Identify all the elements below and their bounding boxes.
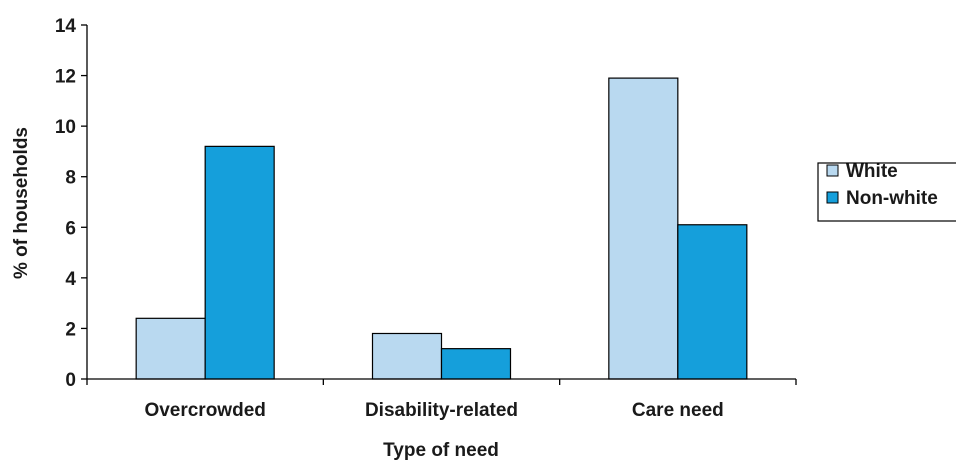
y-tick-label: 4 — [65, 269, 76, 290]
bar-non-white — [677, 224, 748, 380]
x-category-label: Care need — [632, 400, 724, 421]
y-axis-title: % of households — [11, 127, 32, 279]
y-tick-label: 6 — [65, 218, 76, 239]
bar-white — [608, 77, 679, 380]
legend-swatch — [826, 191, 839, 204]
x-category-label: Disability-related — [365, 400, 518, 421]
y-axis-ticks: 0 2 4 6 8 10 12 14 — [55, 16, 87, 391]
legend: White Non-white — [817, 161, 956, 222]
x-category-label: Overcrowded — [144, 400, 265, 421]
x-axis-ticks: Overcrowded Disability-related Care need — [86, 379, 797, 421]
bars-group — [135, 77, 748, 380]
y-tick-label: 10 — [55, 117, 76, 138]
bar-white — [135, 317, 206, 380]
legend-label: Non-white — [846, 188, 938, 209]
legend-label: White — [846, 161, 898, 182]
y-tick-label: 2 — [65, 319, 76, 340]
y-tick-label: 8 — [65, 168, 76, 189]
y-tick-label: 0 — [65, 370, 76, 391]
y-tick-label: 14 — [55, 16, 77, 37]
bar-non-white — [440, 348, 512, 380]
bar-non-white — [204, 145, 275, 380]
x-axis-title: Type of need — [383, 440, 499, 461]
legend-swatch — [826, 164, 839, 177]
y-tick-label: 12 — [55, 67, 76, 88]
legend-box — [817, 162, 956, 222]
bar-white — [371, 332, 443, 380]
